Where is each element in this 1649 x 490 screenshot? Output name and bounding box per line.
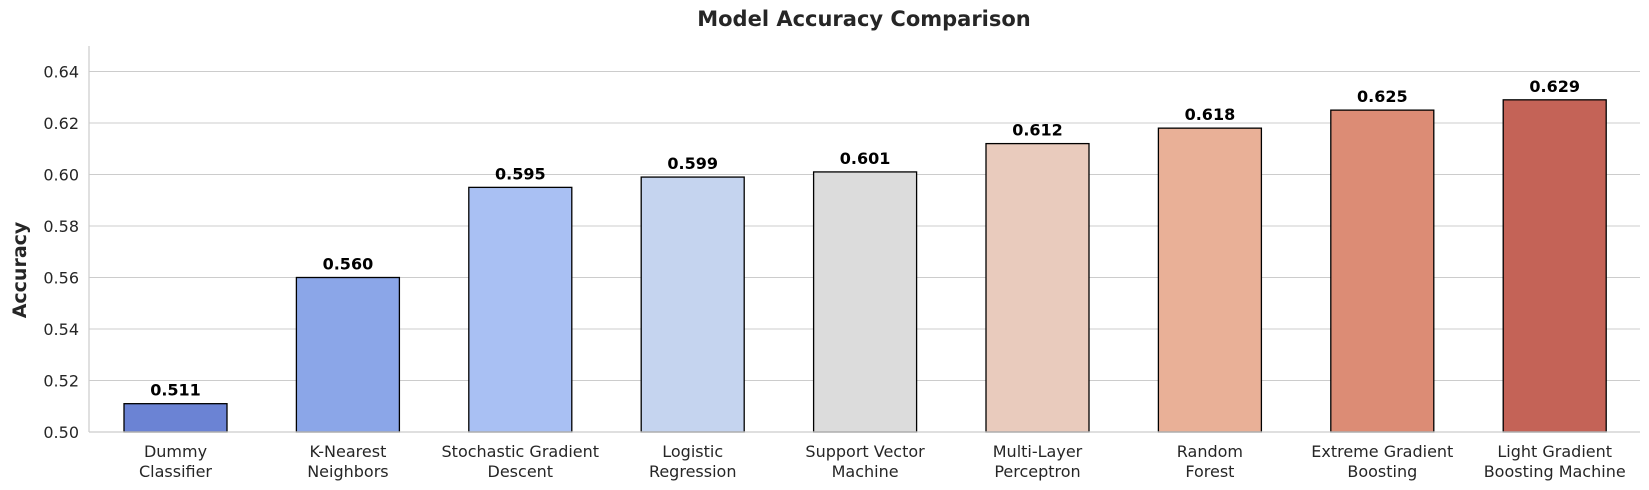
- x-tick-label: Extreme Gradient: [1311, 442, 1453, 461]
- bar: [1330, 109, 1435, 433]
- y-tick-labels: 0.50 0.52 0.54 0.56 0.58 0.60 0.62 0.64: [43, 63, 79, 443]
- x-tick-label: Multi-Layer: [993, 442, 1083, 461]
- x-tick-label: Dummy: [144, 442, 207, 461]
- y-tick-label: 0.60: [43, 166, 79, 185]
- y-tick-label: 0.54: [43, 320, 79, 339]
- bar: [640, 176, 745, 433]
- bar: [295, 276, 401, 433]
- y-tick-label: 0.56: [43, 269, 79, 288]
- data-label: 0.612: [1012, 121, 1063, 140]
- data-label: 0.511: [150, 381, 201, 400]
- x-tick-label: Perceptron: [994, 462, 1080, 481]
- x-tick-label: Support Vector: [805, 442, 925, 461]
- data-label: 0.629: [1529, 77, 1580, 96]
- x-tick-label: Machine: [832, 462, 899, 481]
- bar: [123, 403, 228, 433]
- chart-title: Model Accuracy Comparison: [697, 7, 1031, 31]
- y-tick-label: 0.58: [43, 217, 79, 236]
- y-tick-label: 0.50: [43, 423, 79, 442]
- x-tick-label: Neighbors: [307, 462, 388, 481]
- data-label: 0.599: [667, 154, 718, 173]
- x-tick-label: Regression: [649, 462, 737, 481]
- x-tick-label: Forest: [1185, 462, 1234, 481]
- bar: [468, 186, 573, 433]
- x-tick-label: Descent: [488, 462, 554, 481]
- y-tick-label: 0.52: [43, 372, 79, 391]
- data-label: 0.618: [1185, 105, 1236, 124]
- bar: [1502, 99, 1607, 433]
- data-label: 0.601: [840, 149, 891, 168]
- y-tick-label: 0.62: [43, 114, 79, 133]
- x-tick-label: K-Nearest: [309, 442, 386, 461]
- x-tick-label: Boosting Machine: [1484, 462, 1626, 481]
- y-tick-label: 0.64: [43, 63, 79, 82]
- x-tick-label: Boosting: [1347, 462, 1417, 481]
- data-label: 0.595: [495, 164, 546, 183]
- bar: [1157, 127, 1263, 433]
- bar: [985, 142, 1090, 433]
- data-labels: 0.511 0.560 0.595 0.599 0.601 0.612 0.618 0.625…: [150, 77, 1580, 400]
- data-label: 0.560: [323, 255, 374, 274]
- bar: [812, 171, 918, 433]
- x-tick-label: Light Gradient: [1497, 442, 1612, 461]
- y-axis-label: Accuracy: [9, 221, 31, 318]
- x-tick-label: Classifier: [139, 462, 212, 481]
- x-tick-label: Logistic: [662, 442, 723, 461]
- data-label: 0.625: [1357, 87, 1408, 106]
- bars: [123, 99, 1607, 433]
- x-tick-label: Random: [1177, 442, 1243, 461]
- x-tick-label: Stochastic Gradient: [442, 442, 600, 461]
